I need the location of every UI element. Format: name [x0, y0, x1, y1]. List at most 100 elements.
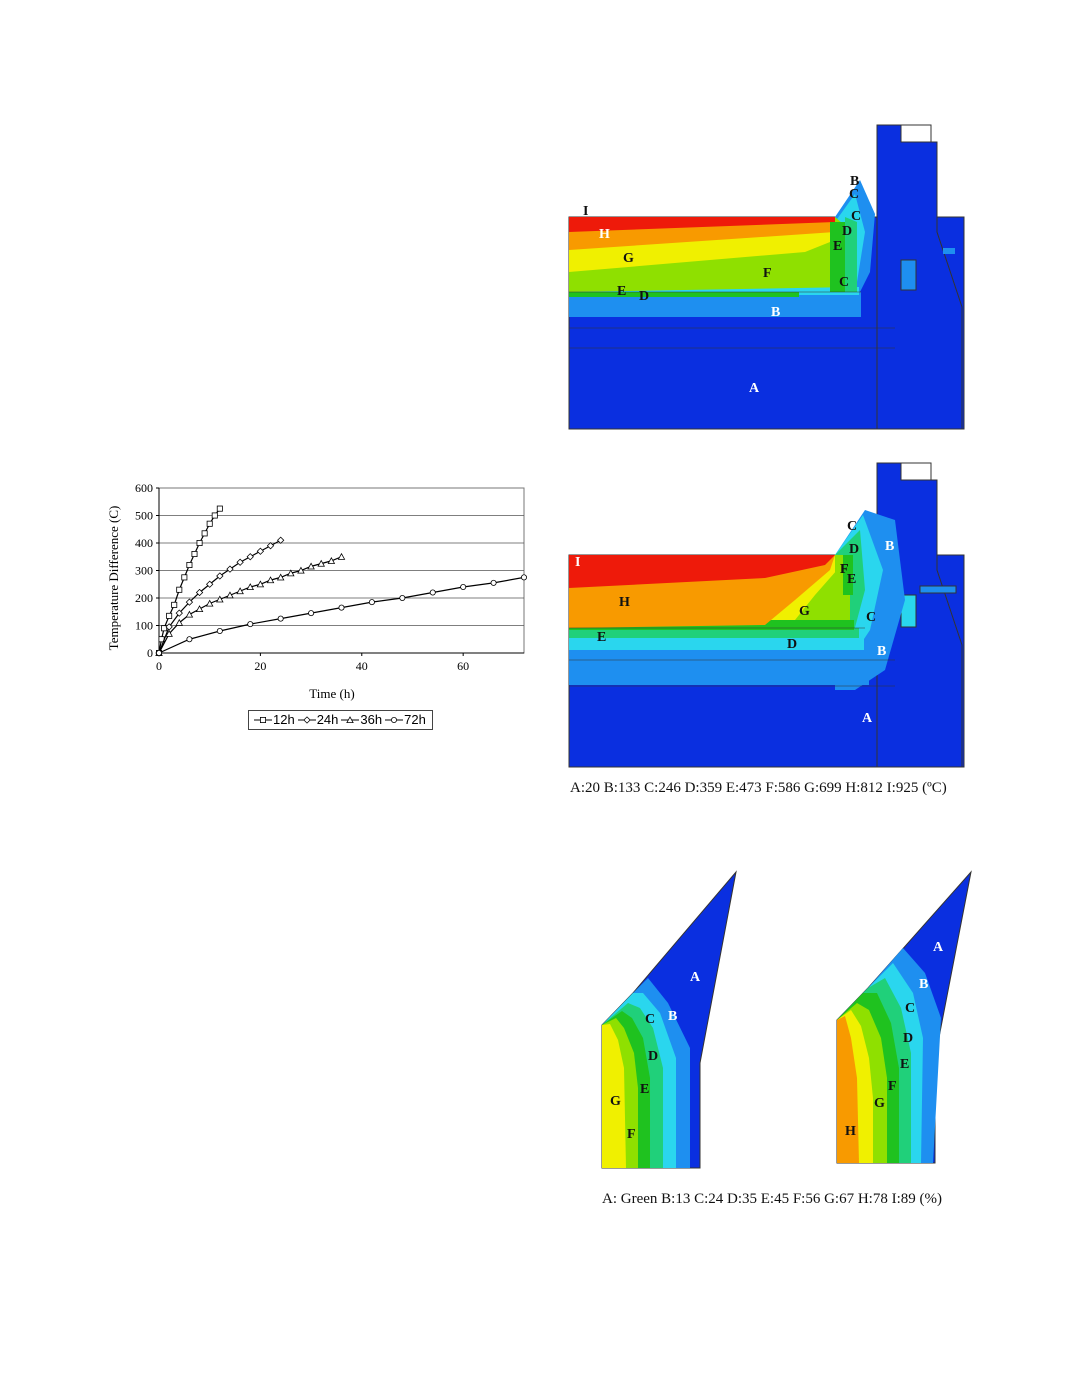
region-h [837, 1016, 859, 1163]
contour-label-d: D [903, 1031, 913, 1046]
data-point [186, 562, 193, 569]
legend-marker [341, 715, 360, 723]
contour-label-g: G [799, 604, 810, 619]
data-point [256, 547, 265, 555]
y-tick-label: 200 [135, 591, 153, 605]
wall-opening [900, 462, 932, 481]
data-point [186, 636, 193, 643]
legend-marker [297, 715, 316, 724]
contour-label-h: H [599, 227, 610, 242]
contour-label-a: A [862, 711, 873, 726]
y-axis-label: Temperature Difference (C) [106, 506, 121, 651]
contour-label-c: C [866, 610, 876, 625]
data-point [246, 583, 255, 590]
moisture-legend-caption: A: Green B:13 C:24 D:35 E:45 F:56 G:67 H… [602, 1191, 942, 1207]
data-point [266, 576, 275, 584]
contour-label-d: D [849, 542, 859, 557]
contour-label-c: C [849, 187, 859, 202]
contour-label-b: B [919, 977, 928, 992]
contour-label-b: B [885, 539, 894, 554]
chart-svg: 0 100 200 300 400 500 600 0 20 40 60 Temperature D… [106, 481, 527, 701]
data-point [185, 598, 194, 606]
data-point [216, 627, 223, 634]
legend-item-12h: 12h [253, 712, 295, 727]
data-point [206, 520, 213, 527]
data-point [206, 580, 214, 588]
data-point [247, 621, 254, 628]
contour-label-a: A [933, 940, 944, 955]
y-tick-label: 300 [135, 564, 153, 578]
contour-label-a: A [690, 970, 701, 985]
contour-label-a: A [749, 381, 760, 396]
data-point [287, 569, 295, 577]
wall-nozzle [919, 585, 957, 594]
contour-label-c: C [905, 1001, 915, 1016]
legend-item-36h: 36h [340, 712, 382, 727]
data-point [246, 553, 254, 561]
data-point [165, 629, 173, 637]
data-point [520, 574, 527, 581]
region-d [569, 628, 859, 638]
legend-item-72h: 72h [384, 712, 426, 727]
y-tick-label: 600 [135, 481, 153, 495]
region-f-wall [835, 555, 843, 595]
region-d [845, 217, 857, 292]
contour-label-e: E [597, 630, 606, 645]
data-point [266, 542, 275, 550]
data-point [260, 716, 266, 723]
data-point [196, 540, 203, 547]
data-point [236, 587, 244, 595]
data-point [297, 566, 305, 574]
chart-legend: 12h 24h 36h 72h [248, 710, 433, 730]
data-point [216, 595, 224, 603]
y-tick-label: 500 [135, 509, 153, 523]
region-e-band [569, 292, 799, 297]
data-point [346, 715, 355, 723]
data-point [276, 573, 285, 581]
data-point [327, 556, 336, 564]
contour-label-f: F [840, 562, 849, 577]
contour-label-e: E [640, 1082, 649, 1097]
contour-label-g: G [874, 1096, 885, 1111]
data-point [368, 599, 375, 606]
contour-label-c: C [645, 1012, 655, 1027]
data-point [216, 572, 224, 580]
data-point [236, 558, 244, 566]
contour-label-c: C [851, 209, 861, 224]
data-point [277, 536, 285, 544]
contour-label-f: F [763, 266, 772, 281]
temperature-difference-chart: 0 100 200 300 400 500 600 0 20 40 60 Temperature D… [100, 475, 540, 735]
legend-label: 72h [404, 712, 426, 727]
contour-label-g: G [623, 251, 634, 266]
data-point [399, 595, 406, 602]
data-point [277, 615, 284, 622]
data-point [205, 599, 214, 607]
contour-label-f: F [840, 562, 849, 577]
data-point [185, 610, 194, 618]
data-point [166, 612, 173, 619]
data-point [460, 584, 467, 591]
legend-marker [254, 716, 272, 723]
data-point [201, 530, 208, 537]
contour-label-b: B [771, 305, 780, 320]
data-point [216, 505, 223, 512]
region-i [569, 217, 835, 232]
wall-port [900, 259, 917, 291]
contour-label-e: E [617, 284, 626, 299]
data-point [195, 605, 204, 613]
data-point [303, 715, 311, 724]
contour-label-e: E [833, 239, 842, 254]
legend-marker [385, 716, 404, 723]
contour-label-d: D [842, 224, 852, 239]
data-point [191, 551, 198, 558]
contour-label-b: B [668, 1009, 677, 1024]
y-tick-label: 0 [147, 646, 153, 660]
region-c-band [569, 287, 859, 295]
data-point [317, 559, 325, 567]
contour-label-h: H [845, 1124, 856, 1139]
x-tick-label: 20 [254, 659, 266, 673]
